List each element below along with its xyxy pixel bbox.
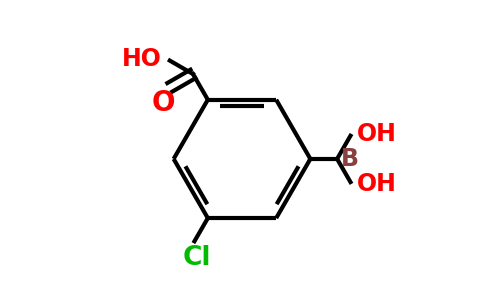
Text: OH: OH (356, 172, 396, 196)
Text: B: B (341, 147, 359, 171)
Text: OH: OH (356, 122, 396, 146)
Text: Cl: Cl (182, 245, 211, 271)
Text: O: O (152, 89, 176, 117)
Text: HO: HO (122, 46, 162, 70)
